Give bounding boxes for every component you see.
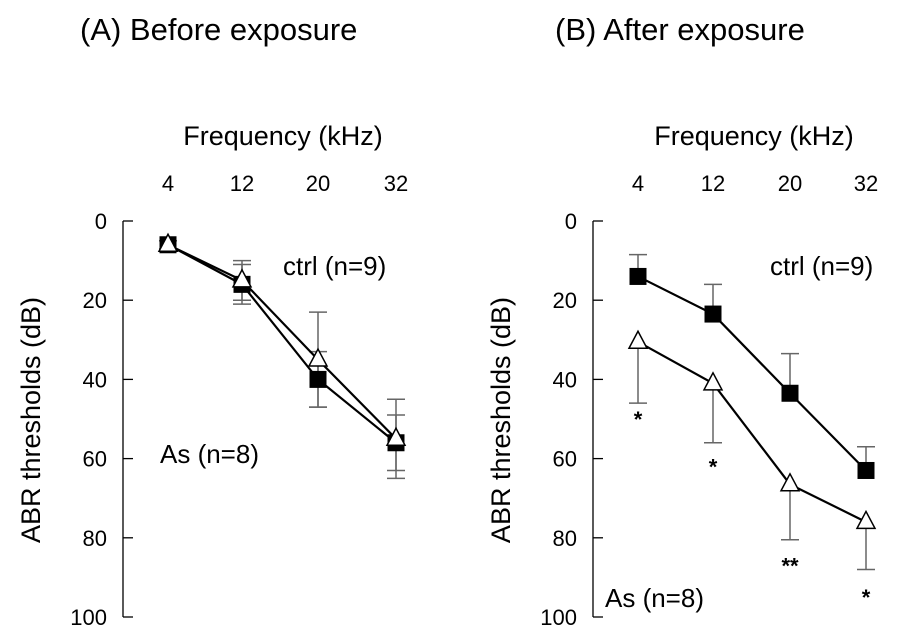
series-line-ctrl [637,275,867,472]
x-tick-label: 4 [162,171,174,196]
ctrl-data-point [781,384,799,402]
ctrl-data-point [629,267,647,285]
series-label: As (n=8) [605,583,704,613]
y-tick-label: 60 [553,447,577,472]
series-line-ctrl [167,243,397,444]
ctrl-data-point [309,370,327,388]
as-data-point [855,509,877,530]
significance-marker: * [634,407,643,432]
x-axis-title: Frequency (kHz) [183,121,383,151]
x-tick-label: 20 [306,171,330,196]
y-tick-label: 20 [83,288,107,313]
significance-marker: ** [781,553,799,578]
y-axis-title: ABR thresholds (dB) [486,297,516,543]
series-label: ctrl (n=9) [770,251,873,281]
ctrl-data-point [704,305,722,323]
as-data-point [157,232,179,252]
chart-panel-a: (A) Before exposure Frequency (kHz) 4 12 20 3… [16,12,408,629]
x-tick-label: 32 [854,171,878,196]
y-tick-label: 40 [553,367,577,392]
chart-panel-b: (B) After exposure Frequency (kHz) 4 12 20 32… [486,12,878,629]
y-tick-label: 100 [540,605,577,629]
y-tick-label: 80 [83,526,107,551]
y-tick-label: 20 [553,288,577,313]
significance-marker: * [862,585,871,610]
series-label: ctrl (n=9) [283,251,386,281]
x-tick-label: 12 [230,171,254,196]
ctrl-data-point [857,461,875,479]
series-line-as [167,243,397,440]
y-tick-label: 60 [83,447,107,472]
panel-title: (A) Before exposure [80,12,357,47]
as-data-point [779,472,801,492]
y-tick-label: 80 [553,526,577,551]
y-tick-label: 40 [83,367,107,392]
as-data-point [385,426,407,447]
x-tick-label: 4 [632,171,644,196]
x-tick-label: 32 [384,171,408,196]
series-line-as [637,340,867,523]
as-data-point [627,329,649,349]
y-tick-label: 100 [70,605,107,629]
y-tick-label: 0 [95,209,107,234]
as-data-point [231,268,253,288]
as-data-point [702,371,724,391]
x-tick-label: 20 [778,171,802,196]
y-axis-title: ABR thresholds (dB) [16,297,46,543]
panel-title: (B) After exposure [555,12,805,47]
significance-marker: * [709,454,718,479]
x-axis-title: Frequency (kHz) [654,121,854,151]
x-tick-label: 12 [701,171,725,196]
series-label: As (n=8) [160,439,259,469]
as-data-point [307,347,329,367]
y-tick-label: 0 [565,209,577,234]
